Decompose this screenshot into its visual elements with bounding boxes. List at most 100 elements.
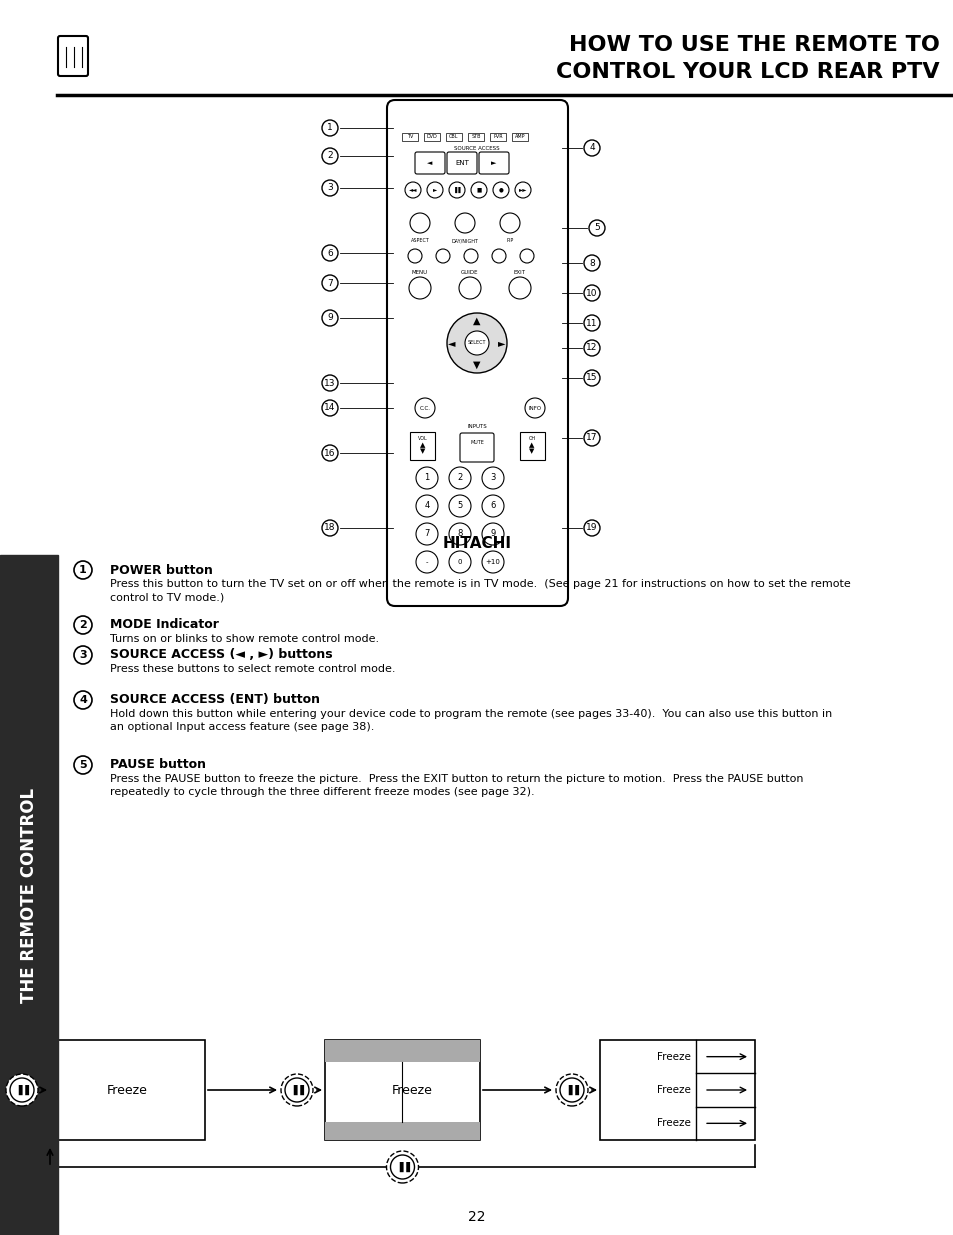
Text: 8: 8 — [589, 258, 595, 268]
Text: 14: 14 — [324, 404, 335, 412]
Circle shape — [416, 522, 437, 545]
Text: STB: STB — [471, 133, 480, 138]
Text: INPUTS: INPUTS — [467, 424, 486, 429]
Circle shape — [583, 285, 599, 301]
Circle shape — [322, 520, 337, 536]
Text: INFO: INFO — [528, 405, 541, 410]
Text: 4: 4 — [79, 695, 87, 705]
Text: DVD: DVD — [426, 133, 436, 138]
Circle shape — [449, 551, 471, 573]
Circle shape — [471, 182, 486, 198]
Text: CH: CH — [528, 436, 535, 441]
Circle shape — [322, 310, 337, 326]
Text: ▐▐: ▐▐ — [14, 1084, 30, 1095]
Text: 12: 12 — [586, 343, 598, 352]
Circle shape — [559, 1078, 583, 1102]
Text: 7: 7 — [327, 279, 333, 288]
Bar — [446, 133, 461, 141]
Circle shape — [322, 275, 337, 291]
Text: Freeze: Freeze — [657, 1052, 690, 1062]
Text: ▼: ▼ — [529, 448, 534, 454]
Circle shape — [583, 340, 599, 356]
Circle shape — [481, 522, 503, 545]
Text: POWER button: POWER button — [110, 563, 213, 577]
Text: ►: ► — [491, 161, 497, 165]
Circle shape — [449, 522, 471, 545]
Circle shape — [509, 277, 531, 299]
FancyBboxPatch shape — [447, 152, 476, 174]
Text: MUTE: MUTE — [470, 441, 483, 446]
Circle shape — [322, 245, 337, 261]
Text: Press this button to turn the TV set on or off when the remote is in TV mode.  (: Press this button to turn the TV set on … — [110, 579, 850, 589]
Text: ▐▐: ▐▐ — [395, 1162, 410, 1172]
Text: PAUSE button: PAUSE button — [110, 758, 206, 772]
Circle shape — [464, 331, 489, 354]
Circle shape — [499, 212, 519, 233]
Text: 2: 2 — [327, 152, 333, 161]
Circle shape — [493, 182, 509, 198]
Text: ■: ■ — [476, 188, 481, 193]
Text: CBL: CBL — [449, 133, 458, 138]
Text: 11: 11 — [586, 319, 598, 327]
Text: repeatedly to cycle through the three different freeze modes (see page 32).: repeatedly to cycle through the three di… — [110, 787, 534, 797]
Circle shape — [481, 551, 503, 573]
Text: GUIDE: GUIDE — [460, 270, 478, 275]
Bar — [599, 1040, 754, 1140]
Text: SOURCE ACCESS: SOURCE ACCESS — [454, 146, 499, 151]
Text: 1: 1 — [424, 473, 429, 483]
Text: MODE Indicator: MODE Indicator — [110, 619, 218, 631]
Circle shape — [390, 1155, 414, 1179]
Text: ●: ● — [498, 188, 503, 193]
Text: 6: 6 — [327, 248, 333, 258]
Circle shape — [285, 1078, 309, 1102]
Circle shape — [281, 1074, 313, 1107]
Text: 17: 17 — [586, 433, 598, 442]
Text: 15: 15 — [586, 373, 598, 383]
Text: Freeze: Freeze — [392, 1083, 433, 1097]
Bar — [0, 555, 58, 1235]
Text: 1: 1 — [79, 564, 87, 576]
Text: ►►: ►► — [518, 188, 527, 193]
Circle shape — [583, 520, 599, 536]
Text: AMP: AMP — [515, 133, 525, 138]
Bar — [512, 133, 527, 141]
Circle shape — [416, 495, 437, 517]
Text: PIP: PIP — [506, 238, 513, 243]
Circle shape — [481, 467, 503, 489]
Text: 22: 22 — [468, 1210, 485, 1224]
Circle shape — [322, 445, 337, 461]
Text: 3: 3 — [490, 473, 496, 483]
Text: Freeze: Freeze — [657, 1086, 690, 1095]
Bar — [423, 133, 439, 141]
Text: Freeze: Freeze — [107, 1083, 148, 1097]
Text: HOW TO USE THE REMOTE TO: HOW TO USE THE REMOTE TO — [569, 35, 939, 56]
Text: SOURCE ACCESS (ENT) button: SOURCE ACCESS (ENT) button — [110, 694, 319, 706]
Text: HITACHI: HITACHI — [442, 536, 511, 551]
Circle shape — [74, 561, 91, 579]
Text: ◄: ◄ — [448, 338, 456, 348]
Circle shape — [74, 646, 91, 664]
Text: +10: +10 — [485, 559, 500, 564]
Circle shape — [386, 1151, 418, 1183]
Circle shape — [322, 375, 337, 391]
Circle shape — [583, 370, 599, 387]
Circle shape — [322, 180, 337, 196]
Bar — [325, 1040, 479, 1140]
Circle shape — [583, 315, 599, 331]
Circle shape — [515, 182, 531, 198]
Circle shape — [556, 1074, 587, 1107]
Text: ▲: ▲ — [473, 316, 480, 326]
Text: EXIT: EXIT — [514, 270, 525, 275]
Circle shape — [449, 182, 464, 198]
Bar — [410, 432, 435, 459]
Text: 16: 16 — [324, 448, 335, 457]
Circle shape — [588, 220, 604, 236]
Circle shape — [524, 398, 544, 417]
Circle shape — [436, 249, 450, 263]
Bar — [468, 133, 483, 141]
Text: ▐▐: ▐▐ — [289, 1084, 304, 1095]
Bar — [325, 1123, 479, 1140]
Text: ASPECT: ASPECT — [410, 238, 429, 243]
Text: 5: 5 — [594, 224, 599, 232]
Text: CONTROL YOUR LCD REAR PTV: CONTROL YOUR LCD REAR PTV — [556, 62, 939, 82]
